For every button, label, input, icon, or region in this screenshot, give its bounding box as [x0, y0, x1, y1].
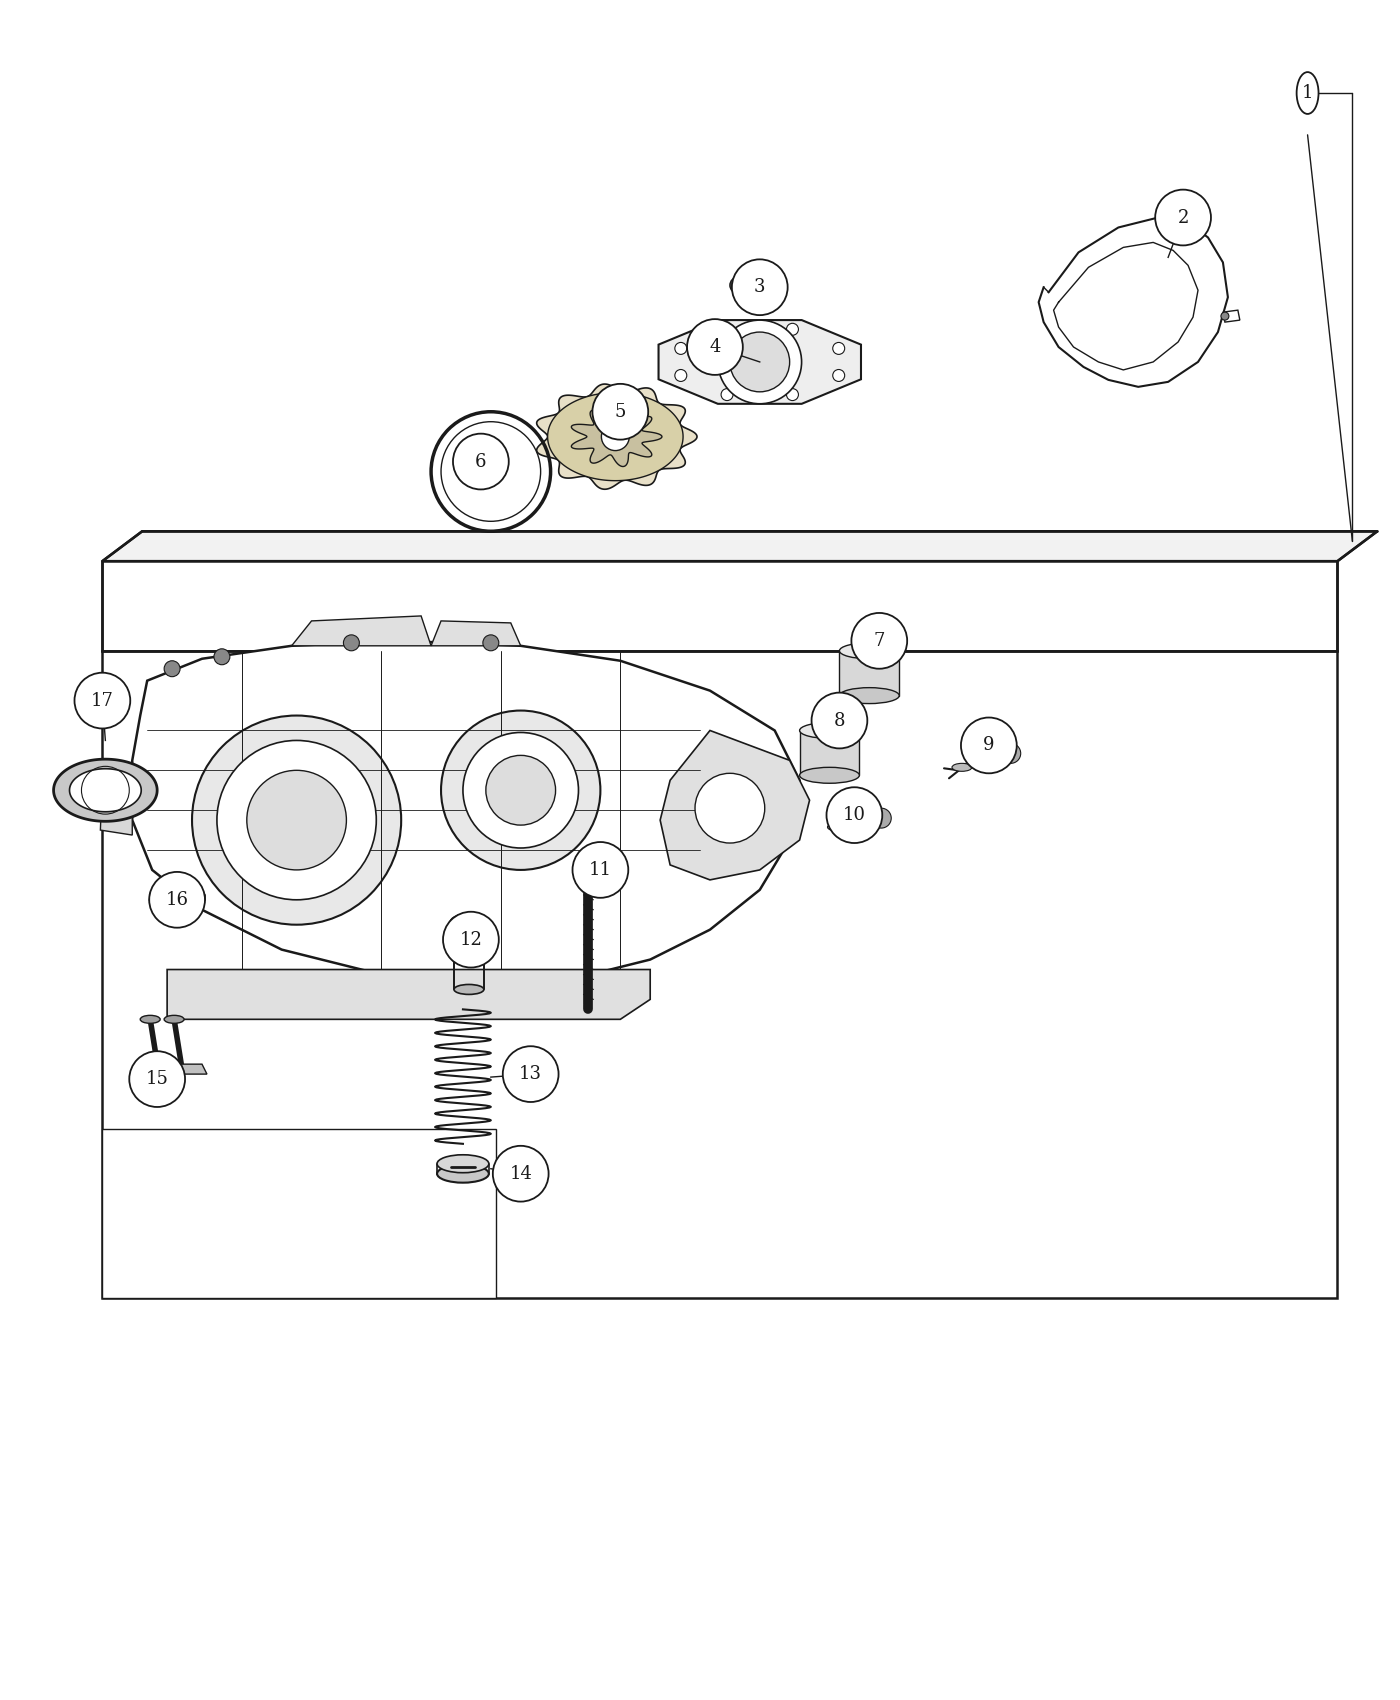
Polygon shape [102, 651, 1337, 1299]
Polygon shape [1224, 309, 1240, 321]
Circle shape [150, 872, 204, 928]
Circle shape [441, 711, 601, 870]
Ellipse shape [799, 767, 860, 784]
Polygon shape [102, 532, 1378, 561]
Polygon shape [661, 731, 809, 881]
Polygon shape [536, 384, 697, 490]
Text: 5: 5 [615, 403, 626, 420]
Ellipse shape [840, 643, 899, 660]
Circle shape [246, 770, 346, 870]
Text: 13: 13 [519, 1066, 542, 1083]
Circle shape [812, 692, 868, 748]
Polygon shape [102, 561, 1337, 651]
Ellipse shape [952, 763, 972, 772]
Text: 14: 14 [510, 1164, 532, 1183]
Circle shape [217, 741, 377, 899]
Polygon shape [1168, 207, 1193, 228]
Circle shape [960, 717, 1016, 774]
Circle shape [503, 1046, 559, 1102]
Circle shape [442, 911, 498, 967]
Ellipse shape [449, 913, 487, 932]
Polygon shape [840, 651, 899, 695]
Ellipse shape [1296, 71, 1319, 114]
Circle shape [729, 332, 790, 391]
Ellipse shape [167, 892, 188, 901]
Text: 9: 9 [983, 736, 994, 755]
Ellipse shape [799, 722, 860, 738]
Circle shape [483, 634, 498, 651]
Ellipse shape [454, 930, 484, 940]
Ellipse shape [150, 886, 204, 904]
Circle shape [493, 1146, 549, 1202]
Polygon shape [167, 969, 650, 1020]
Polygon shape [658, 320, 861, 405]
Ellipse shape [840, 687, 899, 704]
Polygon shape [291, 615, 431, 646]
Circle shape [1155, 190, 1211, 245]
Circle shape [463, 733, 578, 848]
Polygon shape [53, 760, 157, 821]
Polygon shape [70, 768, 141, 813]
Polygon shape [571, 406, 662, 466]
Ellipse shape [150, 891, 204, 910]
Circle shape [573, 842, 629, 898]
Circle shape [833, 369, 844, 381]
Circle shape [74, 673, 130, 729]
Text: 8: 8 [833, 712, 846, 729]
Circle shape [721, 323, 734, 335]
Text: 6: 6 [475, 452, 487, 471]
Text: 16: 16 [165, 891, 189, 910]
Ellipse shape [827, 823, 847, 831]
Circle shape [343, 634, 360, 651]
Circle shape [592, 384, 648, 440]
Circle shape [192, 716, 402, 925]
Text: 10: 10 [843, 806, 865, 824]
Circle shape [826, 787, 882, 843]
Circle shape [687, 320, 743, 376]
Circle shape [833, 342, 844, 354]
Circle shape [675, 342, 687, 354]
Polygon shape [431, 620, 521, 646]
Ellipse shape [454, 984, 484, 994]
Polygon shape [132, 1064, 207, 1074]
Text: 4: 4 [710, 338, 721, 355]
Circle shape [851, 614, 907, 668]
Ellipse shape [437, 1164, 489, 1183]
Polygon shape [799, 731, 860, 775]
Text: 7: 7 [874, 632, 885, 649]
Ellipse shape [140, 1015, 160, 1023]
Circle shape [675, 369, 687, 381]
Polygon shape [101, 775, 132, 835]
Circle shape [486, 755, 556, 824]
Polygon shape [132, 641, 799, 984]
Circle shape [214, 649, 230, 665]
Polygon shape [102, 1129, 496, 1299]
Text: 3: 3 [755, 279, 766, 296]
Circle shape [787, 323, 798, 335]
Circle shape [129, 1051, 185, 1107]
Circle shape [732, 260, 788, 314]
Circle shape [1001, 743, 1021, 763]
Ellipse shape [164, 1015, 183, 1023]
Ellipse shape [437, 1154, 489, 1173]
Text: 17: 17 [91, 692, 113, 709]
Circle shape [871, 808, 892, 828]
Circle shape [454, 434, 508, 490]
Circle shape [602, 423, 629, 451]
Circle shape [694, 774, 764, 843]
Text: 12: 12 [459, 930, 483, 949]
Text: 2: 2 [1177, 209, 1189, 226]
Text: 11: 11 [589, 860, 612, 879]
Circle shape [1221, 313, 1229, 320]
Text: 1: 1 [1302, 83, 1313, 102]
Text: 15: 15 [146, 1069, 168, 1088]
Polygon shape [547, 393, 683, 481]
Circle shape [721, 389, 734, 401]
Circle shape [729, 277, 746, 292]
Circle shape [164, 661, 181, 677]
Circle shape [718, 320, 802, 405]
Circle shape [787, 389, 798, 401]
